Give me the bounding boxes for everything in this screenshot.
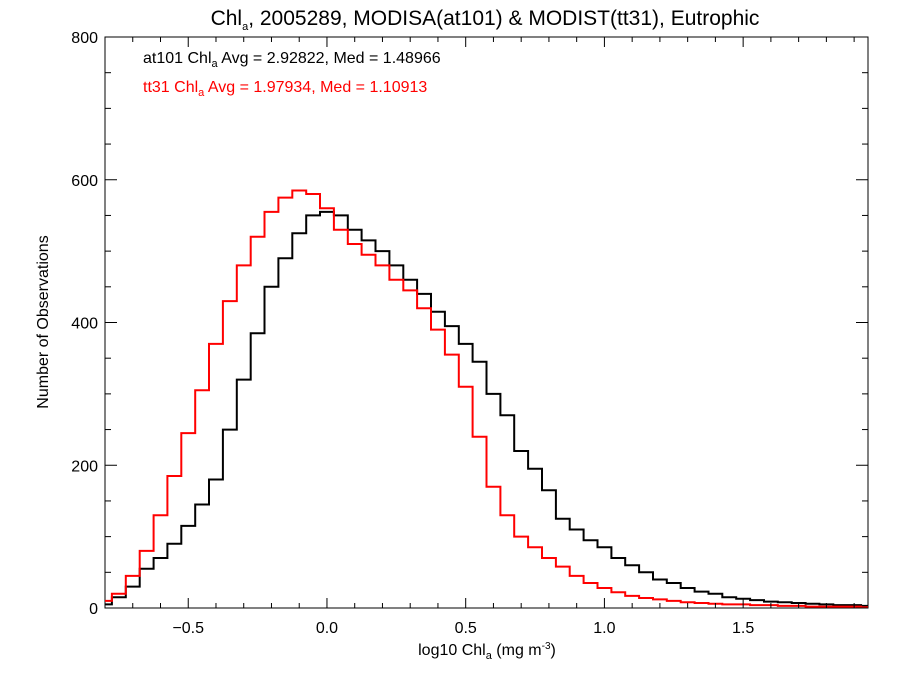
tick-layer: −0.5 0.0 0.5 1.0 1.5 0 200 400 600 800 [71, 30, 868, 637]
x-tick-label: 0.0 [316, 620, 338, 637]
y-tick-label: 600 [71, 173, 98, 190]
y-tick-label: 200 [71, 458, 98, 475]
x-tick-label: 1.0 [593, 620, 615, 637]
y-tick-label: 800 [71, 30, 98, 47]
y-tick-label: 0 [89, 601, 98, 618]
x-axis-label: log10 Chla (mg m-3) [418, 641, 556, 662]
x-tick-label: 0.5 [455, 620, 477, 637]
plot-frame [104, 36, 869, 609]
y-tick-label: 400 [71, 316, 98, 333]
series-tt31-line [105, 189, 868, 609]
annotation-tt31: tt31 Chla Avg = 1.97934, Med = 1.10913 [143, 79, 427, 99]
series-at101-line [105, 210, 868, 607]
series-layer [105, 189, 868, 609]
annotation-at101: at101 Chla Avg = 2.92822, Med = 1.48966 [143, 50, 441, 70]
x-tick-label: −0.5 [172, 620, 204, 637]
y-axis-label: Number of Observations [35, 235, 52, 408]
chart-title: Chla, 2005289, MODISA(at101) & MODIST(tt… [211, 7, 760, 33]
x-tick-label: 1.5 [732, 620, 754, 637]
